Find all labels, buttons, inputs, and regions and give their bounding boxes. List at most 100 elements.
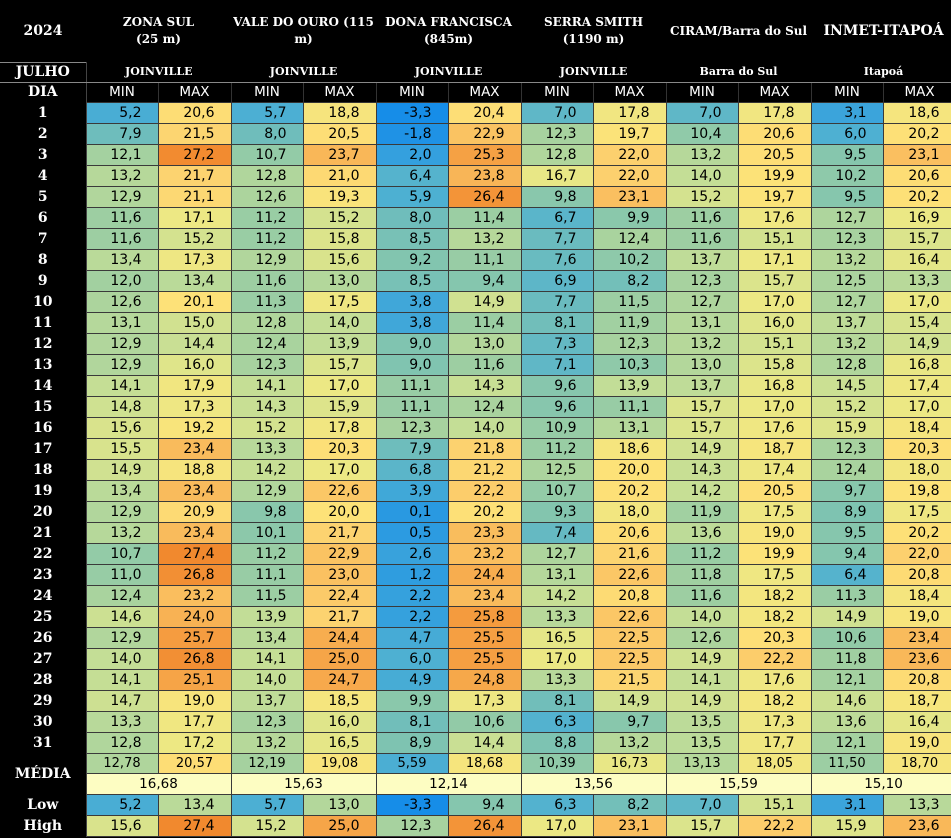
max-temp-cell: 23,1	[592, 185, 667, 208]
min-temp-cell: 15,7	[665, 395, 739, 418]
min-temp-cell: 13,3	[520, 605, 594, 628]
max-header: MAX	[157, 81, 232, 103]
station-city: Barra do Sul	[666, 62, 812, 83]
min-temp-cell: 15,9	[810, 814, 884, 837]
min-temp-cell: 13,3	[85, 710, 159, 733]
min-temp-cell: 12,3	[375, 814, 449, 837]
max-temp-cell: 23,2	[447, 542, 522, 565]
max-temp-cell: 19,0	[737, 521, 812, 544]
row-label: 20	[0, 501, 87, 522]
min-temp-cell: 12,3	[230, 353, 304, 376]
max-temp-cell: 19,0	[882, 605, 951, 628]
max-temp-cell: 20,3	[882, 437, 951, 460]
max-temp-cell: 9,4	[447, 793, 522, 816]
max-temp-cell: 18,2	[737, 689, 812, 712]
min-temp-cell: 11,9	[665, 500, 739, 523]
max-temp-cell: 22,9	[302, 542, 377, 565]
max-temp-cell: 18,0	[592, 500, 667, 523]
max-temp-cell: 19,0	[157, 689, 232, 712]
max-temp-cell: 15,1	[737, 227, 812, 250]
max-temp-cell: 11,6	[447, 353, 522, 376]
max-temp-cell: 18,2	[737, 584, 812, 607]
max-temp-cell: 19,9	[737, 164, 812, 187]
min-temp-cell: 11,3	[810, 584, 884, 607]
max-temp-cell: 22,0	[592, 143, 667, 166]
min-temp-cell: 11,0	[85, 563, 159, 586]
station-name-vale-do-ouro: VALE DO OURO (115 m)	[233, 15, 374, 46]
max-temp-cell: 20,1	[157, 290, 232, 313]
max-temp-cell: 9,7	[592, 710, 667, 733]
max-temp-cell: 17,5	[737, 563, 812, 586]
max-temp-cell: 18,7	[737, 437, 812, 460]
table-row: 3 12,1 27,2 10,7 23,7 2,0 25,3 12,8 22,0 13,2 20,5…	[0, 143, 951, 166]
max-temp-cell: 17,6	[737, 416, 812, 439]
row-label: 13	[0, 354, 87, 375]
max-temp-cell: 26,8	[157, 647, 232, 670]
max-temp-cell: 17,8	[737, 101, 812, 124]
max-temp-cell: 22,6	[592, 605, 667, 628]
max-temp-cell: 16,4	[882, 248, 951, 271]
min-temp-cell: 13,5	[665, 731, 739, 754]
max-temp-cell: 17,0	[882, 395, 951, 418]
row-label: 8	[0, 249, 87, 270]
max-temp-cell: 21,5	[592, 668, 667, 691]
max-temp-cell: 20,0	[302, 500, 377, 523]
media-max-cell: 18,70	[882, 752, 951, 774]
min-temp-cell: 13,2	[665, 143, 739, 166]
max-temp-cell: 27,2	[157, 143, 232, 166]
min-header: MIN	[375, 81, 449, 103]
min-temp-cell: 13,9	[230, 605, 304, 628]
table-row: 4 13,2 21,7 12,8 21,0 6,4 23,8 16,7 22,0 14,0 19,9…	[0, 164, 951, 187]
min-temp-cell: 14,1	[665, 668, 739, 691]
min-temp-cell: 13,1	[665, 311, 739, 334]
max-temp-cell: 21,7	[302, 605, 377, 628]
min-temp-cell: 12,7	[810, 290, 884, 313]
max-temp-cell: 25,1	[157, 668, 232, 691]
min-temp-cell: 14,1	[85, 668, 159, 691]
media-max-cell: 16,73	[592, 752, 667, 774]
min-temp-cell: 8,9	[810, 500, 884, 523]
min-temp-cell: 14,9	[85, 458, 159, 481]
max-temp-cell: 19,9	[737, 542, 812, 565]
min-temp-cell: 7,0	[665, 101, 739, 124]
min-temp-cell: 8,9	[375, 731, 449, 754]
min-temp-cell: 9,7	[810, 479, 884, 502]
minmax-header-row: DIA MIN MAX MIN MAX MIN MAX MIN MAX MIN …	[0, 81, 951, 103]
min-temp-cell: 7,7	[520, 290, 594, 313]
min-temp-cell: 12,7	[810, 206, 884, 229]
max-temp-cell: 11,1	[592, 395, 667, 418]
min-temp-cell: 14,0	[665, 164, 739, 187]
min-temp-cell: 13,0	[665, 353, 739, 376]
max-temp-cell: 15,7	[882, 227, 951, 250]
max-temp-cell: 11,1	[447, 248, 522, 271]
max-temp-cell: 17,5	[737, 500, 812, 523]
min-temp-cell: 5,2	[85, 793, 159, 816]
max-temp-cell: 20,8	[882, 668, 951, 691]
min-temp-cell: 14,3	[665, 458, 739, 481]
table-row: 18 14,9 18,8 14,2 17,0 6,8 21,2 12,5 20,0 14,3 17,…	[0, 458, 951, 481]
min-temp-cell: 9,0	[375, 332, 449, 355]
min-temp-cell: 3,1	[810, 101, 884, 124]
max-temp-cell: 20,0	[592, 458, 667, 481]
min-temp-cell: 6,3	[520, 793, 594, 816]
max-temp-cell: 17,6	[737, 668, 812, 691]
max-temp-cell: 23,3	[447, 521, 522, 544]
max-temp-cell: 23,0	[302, 563, 377, 586]
max-temp-cell: 22,5	[592, 626, 667, 649]
media-max-cell: 18,68	[447, 752, 522, 774]
min-temp-cell: 7,1	[520, 353, 594, 376]
min-temp-cell: 14,6	[85, 605, 159, 628]
max-temp-cell: 15,2	[157, 227, 232, 250]
row-label: 21	[0, 522, 87, 543]
max-temp-cell: 16,8	[882, 353, 951, 376]
row-label: 19	[0, 480, 87, 501]
max-temp-cell: 9,4	[447, 269, 522, 292]
max-temp-cell: 18,0	[882, 458, 951, 481]
min-temp-cell: 5,7	[230, 793, 304, 816]
min-temp-cell: 0,5	[375, 521, 449, 544]
min-temp-cell: 9,4	[810, 542, 884, 565]
max-temp-cell: 23,6	[882, 814, 951, 837]
table-row: 16 15,6 19,2 15,2 17,8 12,3 14,0 10,9 13,1 15,7 17…	[0, 416, 951, 439]
min-temp-cell: -1,8	[375, 122, 449, 145]
min-temp-cell: 2,0	[375, 143, 449, 166]
